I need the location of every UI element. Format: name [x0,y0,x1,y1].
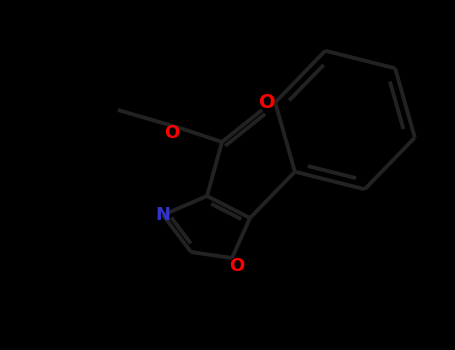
Text: O: O [259,92,275,112]
Text: O: O [164,124,180,142]
Text: N: N [156,206,171,224]
Text: O: O [229,257,245,275]
